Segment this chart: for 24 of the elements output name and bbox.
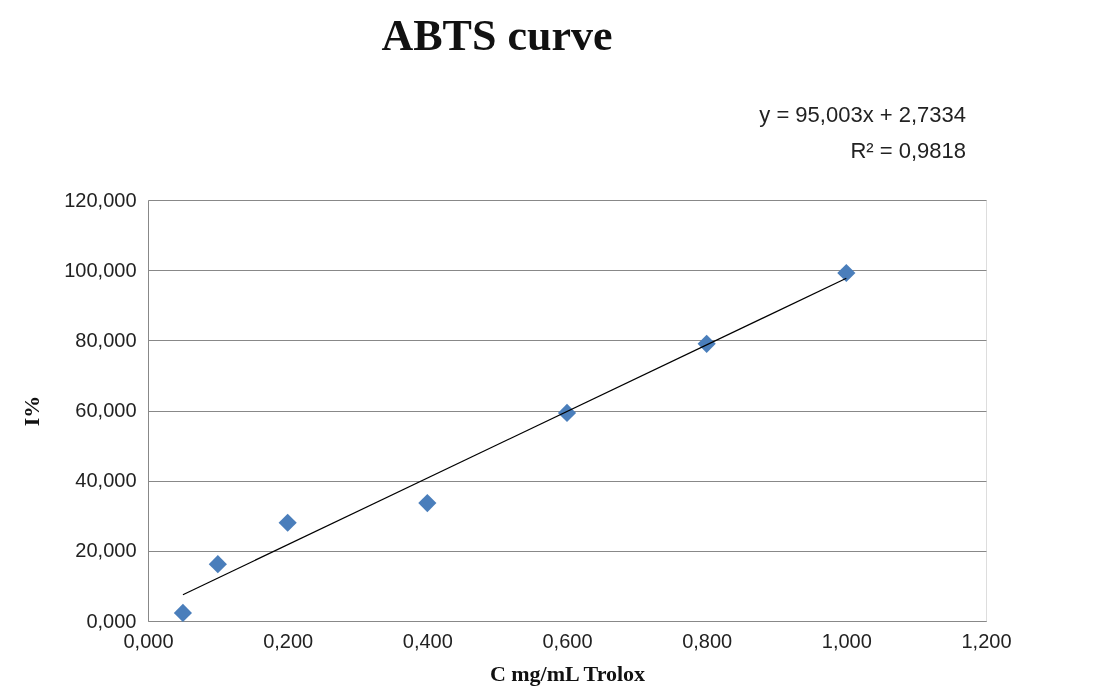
- text: y = 95,003x + 2,7334: [759, 102, 966, 127]
- y-tick-label: 20,000: [75, 539, 137, 562]
- point: [278, 513, 297, 532]
- x-tick-label: 0,400: [402, 629, 453, 652]
- x-tick-label: 1,000: [821, 629, 872, 652]
- y-tick-label: 40,000: [75, 469, 137, 492]
- y-tick-label: 60,000: [75, 399, 137, 421]
- chart-title: ABTS curve: [381, 11, 613, 60]
- x-tick-label: 0,000: [123, 629, 174, 652]
- y-axis-title: I%: [19, 395, 45, 427]
- point: [173, 603, 192, 623]
- point: [837, 263, 856, 283]
- y-tick-label: 100,000: [64, 258, 137, 281]
- text: R² = 0,9818: [850, 138, 966, 163]
- x-tick-label: 0,800: [682, 629, 733, 652]
- x-tick-label: 0,200: [263, 629, 314, 652]
- x-axis-title: C mg/mL Trolox: [489, 660, 646, 686]
- x-tick-label: 0,600: [542, 629, 593, 652]
- y-tick-label: 120,000: [64, 188, 137, 211]
- point: [208, 555, 227, 574]
- y-tick-label: 80,000: [75, 328, 137, 351]
- x-tick-label: 1,200: [961, 629, 1012, 652]
- point: [418, 494, 437, 513]
- y-tick-label: 0,000: [86, 609, 137, 632]
